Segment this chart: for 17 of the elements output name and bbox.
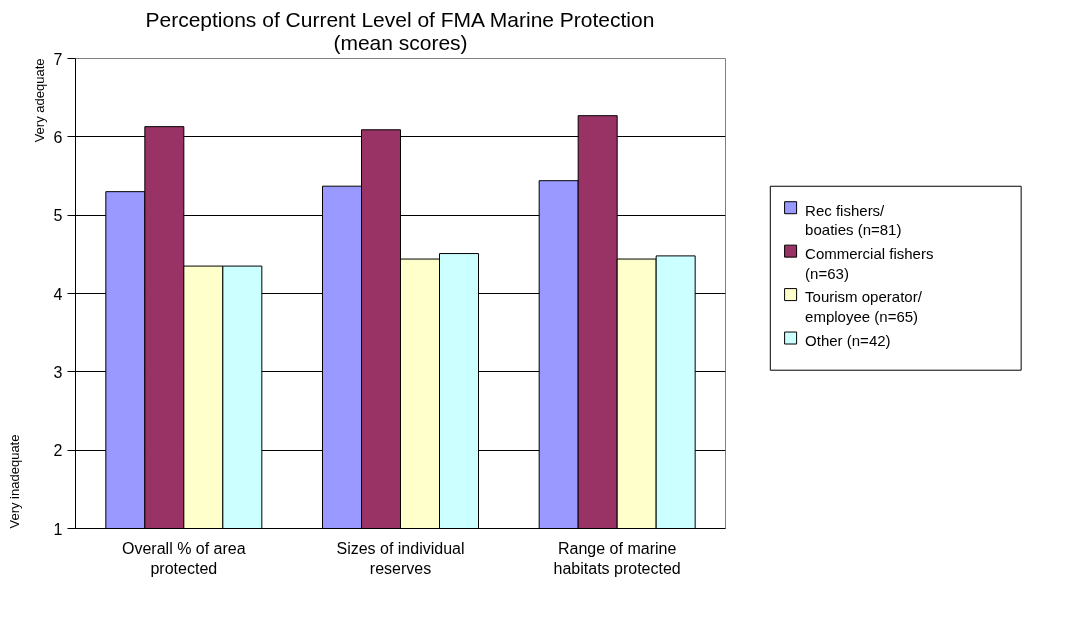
- legend-label: Other (n=42): [805, 331, 891, 349]
- y-tick-label: 5: [53, 207, 63, 225]
- text: Very inadequate: [6, 434, 22, 529]
- y-tick-label: 4: [53, 285, 63, 303]
- legend-label: Rec fishers/ boaties (n=81): [805, 201, 902, 239]
- legend-label: Commercial fishers (n=63): [805, 245, 934, 282]
- x-tick-label: Overall % of area protected: [122, 539, 246, 577]
- x-tick-label: Range of marine habitats protected: [553, 539, 681, 577]
- x-tick-label: Sizes of individual reserves: [336, 539, 465, 577]
- y-tick-label: 2: [53, 442, 63, 460]
- y-tick-label: 6: [53, 128, 63, 146]
- legend-label: Tourism operator/ employee (n=65): [805, 288, 923, 325]
- chart-title: Perceptions of Current Level of FMA Marine Protection (mean scores): [145, 7, 655, 54]
- y-tick-label: 1: [53, 520, 63, 538]
- text: Very adequate: [31, 58, 47, 143]
- y-tick-label: 3: [53, 363, 63, 381]
- y-tick-label: 7: [53, 50, 63, 68]
